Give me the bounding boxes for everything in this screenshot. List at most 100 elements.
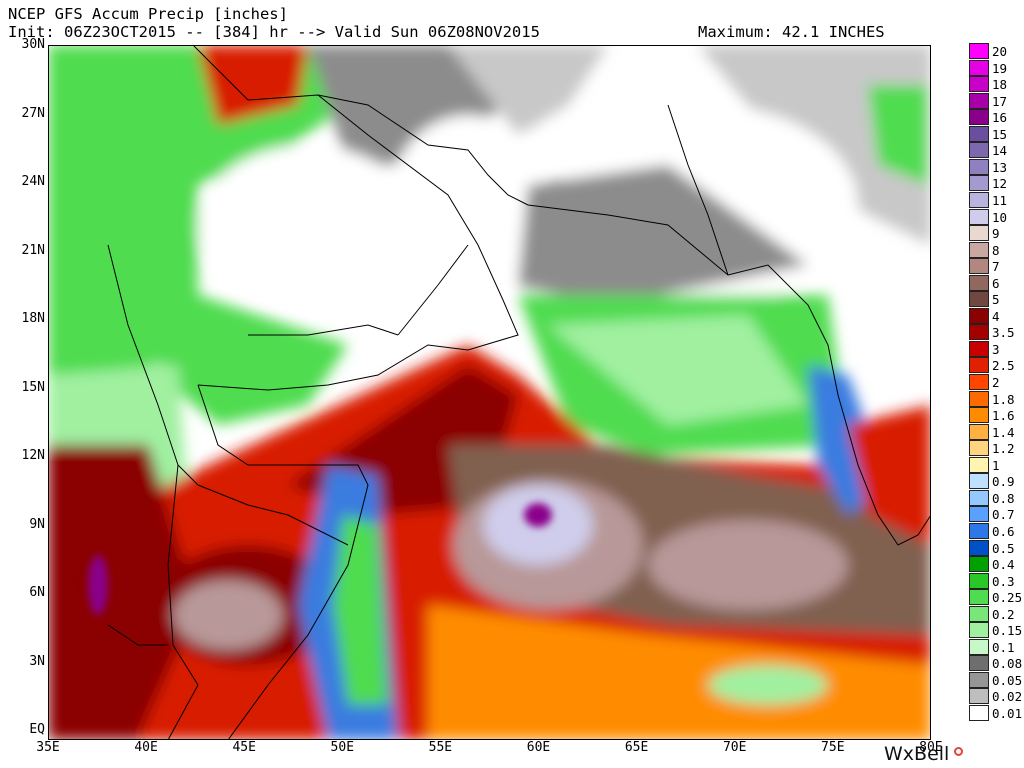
legend-label: 0.8: [992, 490, 1015, 506]
legend-swatch: [969, 92, 989, 109]
map-frame: [48, 45, 931, 740]
legend-label: 7: [992, 259, 1000, 275]
legend-label: 2: [992, 375, 1000, 390]
legend-row: 6: [967, 274, 1023, 292]
legend-label: 1: [992, 457, 1000, 473]
lat-tick-label: 21N: [21, 242, 45, 258]
legend-row: 1.8: [967, 390, 1023, 408]
legend-label: 3.5: [992, 325, 1015, 341]
legend-row: 11: [967, 191, 1023, 209]
lon-tick-label: 35E: [36, 740, 60, 755]
legend-swatch: [969, 158, 989, 175]
legend-row: 18: [967, 76, 1023, 93]
legend-row: 3.5: [967, 324, 1023, 341]
legend-row: 20: [967, 43, 1023, 60]
legend-label: 6: [992, 275, 1000, 291]
legend-label: 2.5: [992, 358, 1015, 374]
legend-label: 0.5: [992, 540, 1015, 556]
legend-swatch: [969, 522, 989, 539]
legend-row: 8: [967, 241, 1023, 259]
legend-label: 17: [992, 93, 1008, 109]
legend-label: 0.15: [992, 623, 1023, 639]
legend-label: 0.2: [992, 606, 1015, 622]
legend-row: 1.6: [967, 407, 1023, 424]
lon-tick-label: 55E: [428, 740, 453, 755]
legend-row: 13: [967, 158, 1023, 176]
lon-tick-label: 60E: [526, 740, 551, 755]
legend-swatch: [969, 489, 989, 506]
legend-row: 4: [967, 307, 1023, 325]
registered-mark-icon: [954, 747, 963, 756]
legend-row: 0.7: [967, 506, 1023, 523]
legend-swatch: [969, 374, 989, 390]
map-title: NCEP GFS Accum Precip [inches]: [8, 5, 288, 23]
legend-label: 1.8: [992, 391, 1015, 407]
precip-area-india-south-red: [848, 405, 931, 545]
precip-area-west-darkred: [48, 445, 198, 740]
legend-row: 9: [967, 225, 1023, 242]
legend-label: 0.6: [992, 523, 1015, 539]
legend-row: 0.4: [967, 556, 1023, 573]
legend-row: 7: [967, 258, 1023, 275]
legend-swatch: [969, 655, 989, 672]
legend-row: 1: [967, 456, 1023, 474]
lon-tick-label: 40E: [134, 740, 158, 755]
legend-swatch: [969, 539, 989, 556]
legend-row: 10: [967, 208, 1023, 226]
legend-swatch: [969, 274, 989, 291]
legend-swatch: [969, 208, 989, 225]
wxbell-logo: WxBell: [884, 743, 950, 765]
legend-swatch: [969, 59, 989, 76]
legend-swatch: [969, 605, 989, 622]
coastline-border: [248, 324, 399, 336]
legend-label: 12: [992, 176, 1008, 192]
legend-swatch: [969, 324, 989, 341]
legend-label: 8: [992, 242, 1000, 258]
legend-label: 1.2: [992, 441, 1015, 457]
dry-area-arabia: [198, 145, 418, 305]
legend-row: 0.3: [967, 572, 1023, 590]
legend-row: 15: [967, 125, 1023, 143]
precip-area-west-purple: [88, 555, 108, 615]
legend-swatch: [969, 456, 989, 473]
legend-row: 0.8: [967, 489, 1023, 507]
legend-swatch: [969, 688, 989, 705]
legend-swatch: [969, 423, 989, 440]
precip-area-northwest-red: [198, 45, 308, 125]
legend-label: 0.08: [992, 656, 1023, 672]
precip-area-northeast-green: [868, 85, 928, 185]
legend-label: 15: [992, 126, 1008, 142]
legend-row: 12: [967, 175, 1023, 192]
legend-row: 3: [967, 340, 1023, 358]
legend-label: 0.02: [992, 689, 1023, 705]
legend-swatch: [969, 589, 989, 606]
lat-tick-label: 12N: [21, 448, 45, 463]
legend-label: 10: [992, 209, 1008, 225]
legend-swatch: [969, 175, 989, 192]
legend-label: 5: [992, 292, 1000, 308]
coastline-border: [197, 484, 349, 546]
precip-area-somalia-coast-green: [333, 515, 388, 705]
legend-swatch: [969, 340, 989, 357]
legend-swatch: [969, 622, 989, 639]
legend-swatch: [969, 109, 989, 126]
legend-row: 5: [967, 291, 1023, 308]
legend-label: 0.7: [992, 507, 1015, 523]
legend-swatch: [969, 390, 989, 407]
legend-label: 20: [992, 44, 1008, 59]
coastline-border: [317, 94, 529, 206]
lat-tick-label: 3N: [29, 653, 45, 669]
precip-area-arabian-sea-lightgreen: [548, 315, 808, 425]
legend-label: 11: [992, 192, 1008, 208]
lon-tick-label: 65E: [624, 740, 649, 755]
legend-row: 19: [967, 59, 1023, 77]
coastline-border: [667, 104, 729, 276]
legend-swatch: [969, 473, 989, 490]
precip-area-equator-light: [708, 665, 828, 705]
legend-label: 1.6: [992, 408, 1015, 424]
legend-label: 3: [992, 341, 1000, 357]
legend-swatch: [969, 125, 989, 142]
coastline-border: [197, 384, 369, 740]
precip-area-equator-orange: [428, 605, 931, 740]
legend-label: 14: [992, 143, 1008, 159]
